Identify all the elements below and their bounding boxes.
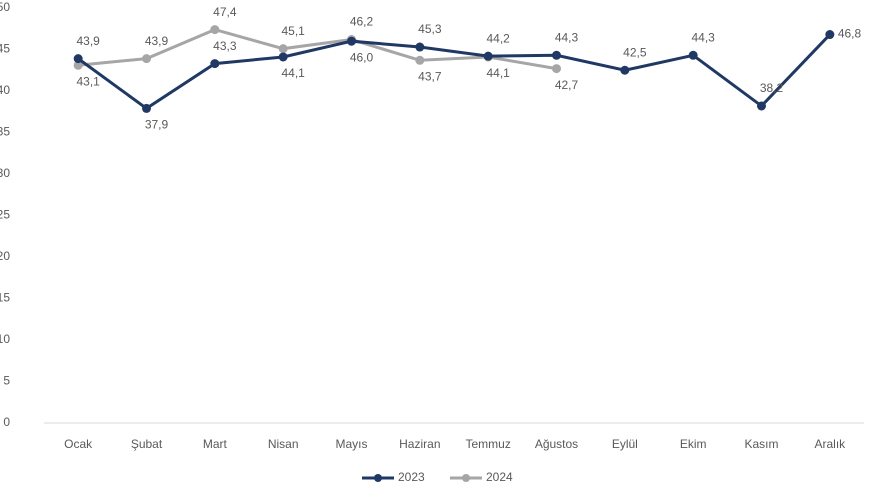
series-line: [78, 27, 557, 71]
point: [620, 65, 630, 75]
point: [415, 55, 425, 65]
y-tick-label: 20: [0, 249, 10, 263]
x-tick-label: Mart: [203, 437, 228, 451]
data-label: 43,9: [145, 34, 169, 48]
legend-marker: [374, 474, 382, 482]
data-label: 42,5: [623, 45, 647, 59]
y-tick-label: 0: [3, 415, 10, 429]
y-tick-label: 30: [0, 166, 10, 180]
point: [73, 54, 83, 64]
y-tick-label: 40: [0, 83, 10, 97]
point: [552, 50, 561, 60]
x-tick-label: Aralık: [814, 437, 846, 451]
point: [73, 60, 83, 70]
legend-label: 2023: [398, 470, 425, 484]
point: [415, 42, 425, 52]
data-label: 45,1: [281, 24, 305, 38]
point: [825, 30, 835, 40]
y-tick-label: 25: [0, 208, 10, 222]
x-tick-label: Ekim: [680, 437, 707, 451]
data-label: 46,8: [838, 27, 862, 41]
data-label: 43,9: [76, 34, 100, 48]
point: [278, 44, 288, 54]
x-tick-label: Kasım: [744, 437, 778, 451]
point: [210, 25, 220, 35]
y-tick-label: 45: [0, 42, 10, 56]
y-tick-label: 10: [0, 332, 10, 346]
data-label: 44,1: [486, 66, 510, 80]
x-tick-label: Eylül: [612, 437, 638, 451]
x-tick-label: Mayıs: [335, 437, 367, 451]
data-label: 38,2: [760, 81, 784, 95]
point: [278, 52, 288, 62]
data-label: 46,2: [350, 15, 374, 29]
data-label: 37,9: [145, 118, 169, 132]
y-tick-label: 15: [0, 291, 10, 305]
point: [347, 36, 356, 46]
x-tick-label: Haziran: [399, 437, 440, 451]
point: [483, 51, 493, 61]
point: [142, 54, 151, 64]
x-tick-label: Şubat: [131, 437, 163, 451]
x-tick-label: Ağustos: [535, 437, 578, 451]
legend-marker: [462, 474, 470, 482]
legend-label: 2024: [486, 470, 513, 484]
data-label: 45,3: [418, 22, 442, 36]
y-tick-label: 5: [3, 374, 10, 388]
x-tick-label: Temmuz: [465, 437, 510, 451]
data-label: 43,7: [418, 69, 442, 83]
data-label: 42,7: [555, 78, 579, 92]
data-label: 47,4: [213, 5, 237, 19]
data-label: 44,3: [555, 30, 579, 44]
point: [688, 50, 698, 60]
data-label: 46,0: [350, 50, 374, 64]
data-label: 43,1: [76, 74, 100, 88]
series-line: [77, 33, 831, 111]
point: [210, 59, 220, 69]
data-label: 44,1: [281, 66, 305, 80]
point: [552, 64, 561, 74]
point: [142, 103, 151, 113]
point: [757, 101, 766, 111]
x-tick-label: Ocak: [64, 437, 93, 451]
y-tick-label: 50: [0, 0, 10, 14]
y-tick-label: 35: [0, 125, 10, 139]
x-tick-label: Nisan: [268, 437, 299, 451]
data-label: 44,2: [486, 31, 510, 45]
data-label: 44,3: [691, 30, 715, 44]
data-label: 43,3: [213, 39, 237, 53]
